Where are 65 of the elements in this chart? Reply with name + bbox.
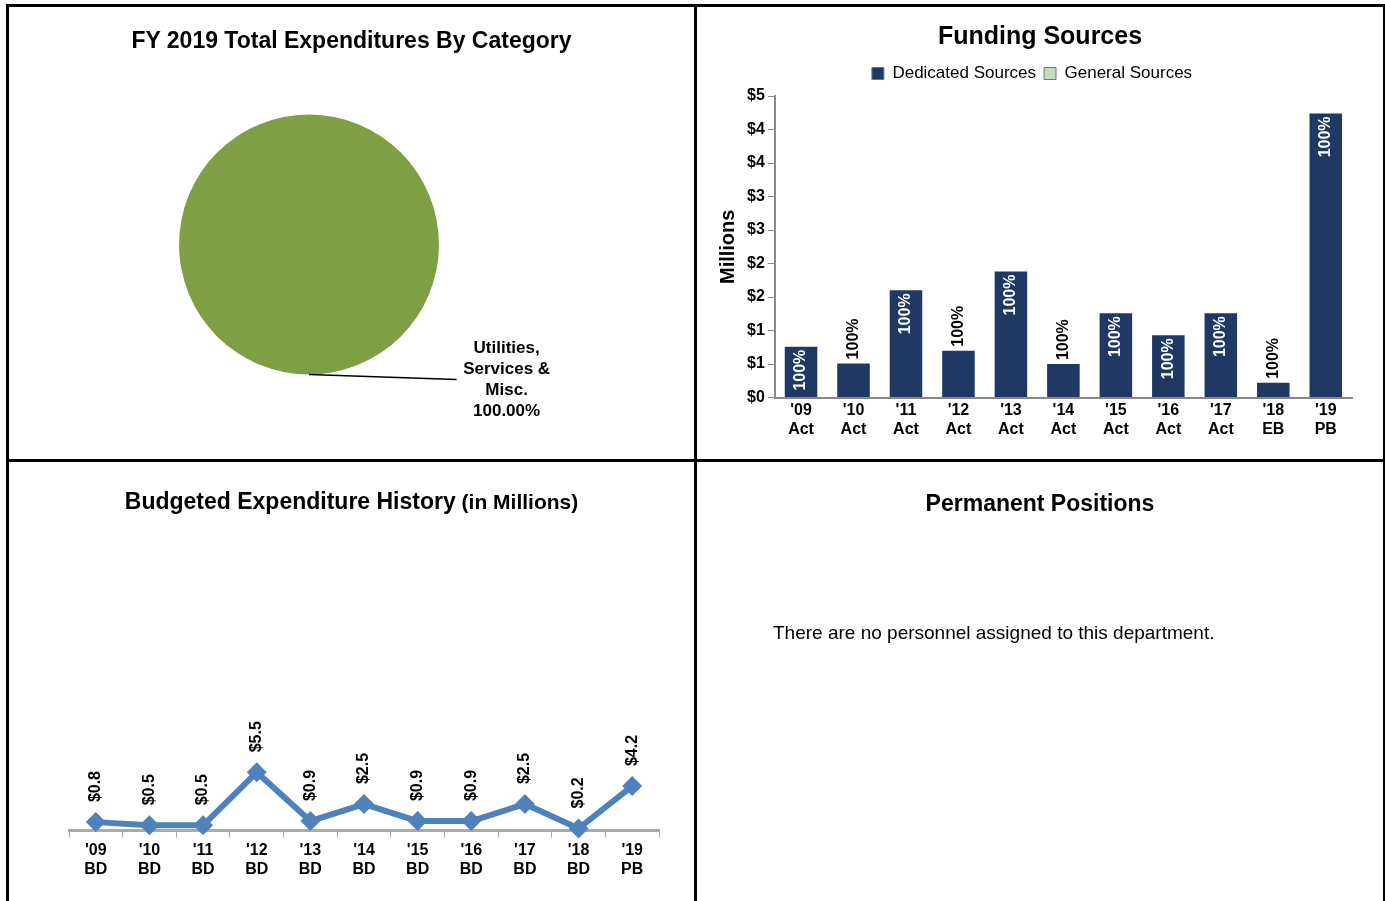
y-tick-label: $0	[747, 388, 765, 406]
slice-label: Utilities, Services & Misc.	[463, 338, 551, 400]
data-label: $0.5	[193, 774, 211, 806]
x-tick-label: '11 BD	[191, 840, 215, 877]
annotation: 100%	[1158, 338, 1176, 380]
data-label: $0.5	[139, 774, 157, 806]
x-tick-label: '13 BD	[298, 840, 322, 877]
annotation: 100%	[948, 305, 966, 347]
annotation: 100%	[843, 318, 861, 360]
data-label: $0.9	[300, 769, 318, 802]
data-label: 100.00%	[473, 401, 541, 421]
data-label: $0.9	[408, 769, 426, 802]
annotation: 100%	[1001, 274, 1019, 316]
x-tick-label: '10 BD	[137, 840, 162, 877]
x-tick-label: '14 Act	[1050, 400, 1077, 437]
y-axis-title: Millions	[715, 209, 738, 285]
x-tick-label: '19 PB	[1314, 400, 1337, 437]
y-tick-label: $4	[747, 119, 765, 137]
x-tick-label: '12 Act	[945, 400, 973, 437]
y-tick-label: $5	[747, 86, 765, 104]
data-label: $0.9	[461, 769, 479, 802]
x-tick-label: '10 Act	[840, 400, 868, 437]
annotation: 100%	[1106, 316, 1124, 358]
y-tick-label: $3	[747, 220, 765, 238]
y-tick-label: $1	[747, 354, 765, 372]
data-label: $0.8	[86, 770, 104, 803]
data-label: $2.5	[354, 752, 372, 785]
x-tick-label: '15 Act	[1102, 400, 1130, 437]
x-tick-label: '18 BD	[566, 840, 591, 877]
x-tick-label: '16 BD	[459, 840, 483, 877]
data-label: $0.2	[568, 777, 586, 809]
y-tick-label: $2	[747, 287, 765, 305]
chart-title: Funding Sources	[936, 21, 1144, 50]
x-tick-label: '13 Act	[998, 400, 1025, 437]
x-tick-label: '15 BD	[406, 840, 430, 877]
x-tick-label: '18 EB	[1262, 400, 1285, 437]
annotation: 100%	[1053, 319, 1071, 361]
data-label: $5.5	[247, 721, 265, 753]
annotation: 100%	[1211, 316, 1229, 358]
x-tick-label: '14 BD	[352, 840, 376, 877]
text: There are no personnel assigned to this department.	[773, 622, 1215, 644]
x-tick-label: '16 Act	[1155, 400, 1182, 437]
x-tick-label: '09 BD	[84, 840, 108, 877]
data-label: $2.5	[515, 752, 533, 785]
x-tick-label: '12 BD	[245, 840, 269, 877]
x-tick-label: '09 Act	[788, 400, 815, 437]
chart-title: Budgeted Expenditure History	[124, 488, 456, 514]
annotation: 100%	[896, 293, 914, 335]
x-tick-label: '17 Act	[1207, 400, 1235, 437]
y-tick-label: $4	[747, 153, 765, 171]
data-label: $4.2	[622, 734, 640, 767]
legend-label: General Sources	[1064, 63, 1193, 83]
annotation: 100%	[1263, 337, 1281, 379]
text: Permanent Positions	[924, 490, 1156, 517]
annotation: 100%	[1316, 116, 1334, 158]
y-tick-label: $3	[747, 186, 765, 204]
annotation: 100%	[791, 349, 809, 391]
y-tick-label: $2	[747, 253, 765, 271]
x-tick-label: '19 PB	[621, 840, 644, 877]
x-tick-label: '11 Act	[893, 400, 920, 437]
chart-subtitle: (in Millions)	[460, 490, 579, 513]
y-tick-label: $1	[747, 320, 765, 338]
legend-label: Dedicated Sources	[892, 63, 1037, 83]
x-tick-label: '17 BD	[513, 840, 537, 877]
chart-title: FY 2019 Total Expenditures By Category	[130, 27, 573, 54]
